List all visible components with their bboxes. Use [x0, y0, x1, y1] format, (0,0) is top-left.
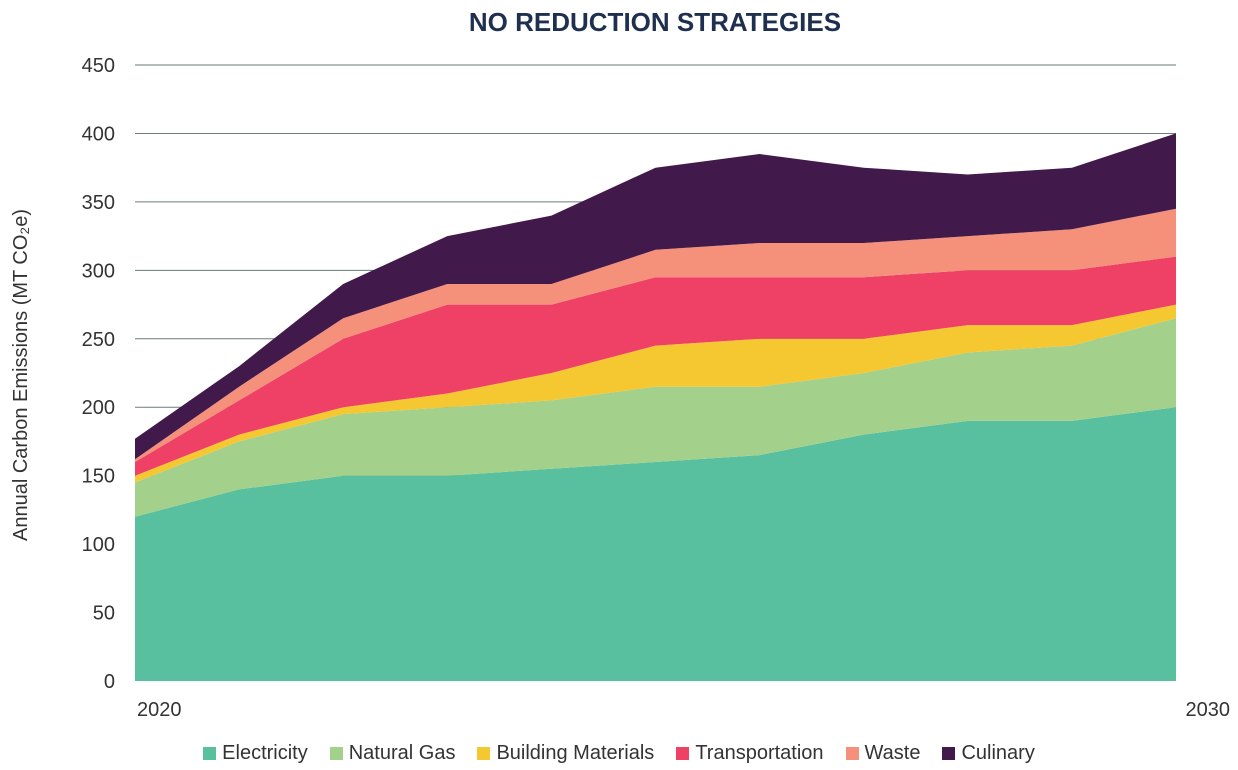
y-tick-label: 100 [82, 534, 115, 556]
legend-item: Culinary [942, 741, 1035, 765]
area-culinary [135, 133, 1176, 460]
stacked-area-chart: NO REDUCTION STRATEGIES 0 50 100 150 200 250 3… [10, 7, 1230, 721]
legend: Electricity Natural Gas Building Materials… [0, 739, 1238, 767]
x-axis-ticks: 2020 2030 [137, 699, 1230, 721]
area-natural-gas [135, 318, 1176, 517]
area-transportation [135, 256, 1176, 476]
y-axis-ticks: 0 50 100 150 200 250 300 350 400 450 [82, 55, 115, 693]
area-building-materials [135, 304, 1176, 483]
legend-item: Electricity [203, 742, 308, 765]
legend-item: Natural Gas [329, 741, 456, 765]
y-tick-label: 50 [93, 603, 115, 625]
legend-label: Natural Gas [348, 741, 456, 764]
y-tick-label: 300 [82, 260, 115, 282]
y-tick-label: 400 [82, 123, 115, 145]
y-tick-label: 450 [82, 55, 115, 77]
legend-item: Building Materials [477, 742, 654, 765]
area-electricity [135, 407, 1176, 681]
chart-title: NO REDUCTION STRATEGIES [469, 7, 841, 37]
y-tick-label: 250 [82, 329, 115, 351]
y-tick-label: 200 [82, 397, 115, 419]
y-axis-label: Annual Carbon Emissions (MT CO₂e) [10, 209, 32, 541]
legend-item: Transportation [676, 741, 824, 765]
y-tick-label: 350 [82, 192, 115, 214]
legend-swatch [329, 746, 343, 760]
x-tick-label: 2030 [1186, 699, 1231, 721]
legend-swatch [203, 746, 217, 760]
legend-swatch [942, 746, 956, 760]
legend-label: Transportation [695, 741, 824, 764]
legend-label: Electricity [222, 741, 308, 764]
legend-label: Waste [864, 741, 921, 764]
legend-label: Culinary [961, 741, 1035, 764]
legend-swatch [845, 746, 859, 760]
legend-item: Waste [845, 741, 921, 765]
area-series [135, 133, 1176, 681]
legend-swatch [477, 746, 491, 760]
area-waste [135, 208, 1176, 462]
y-tick-label: 150 [82, 466, 115, 488]
x-tick-label: 2020 [137, 699, 182, 721]
legend-label: Building Materials [496, 741, 655, 764]
y-tick-label: 0 [104, 671, 115, 693]
legend-swatch [676, 746, 690, 760]
